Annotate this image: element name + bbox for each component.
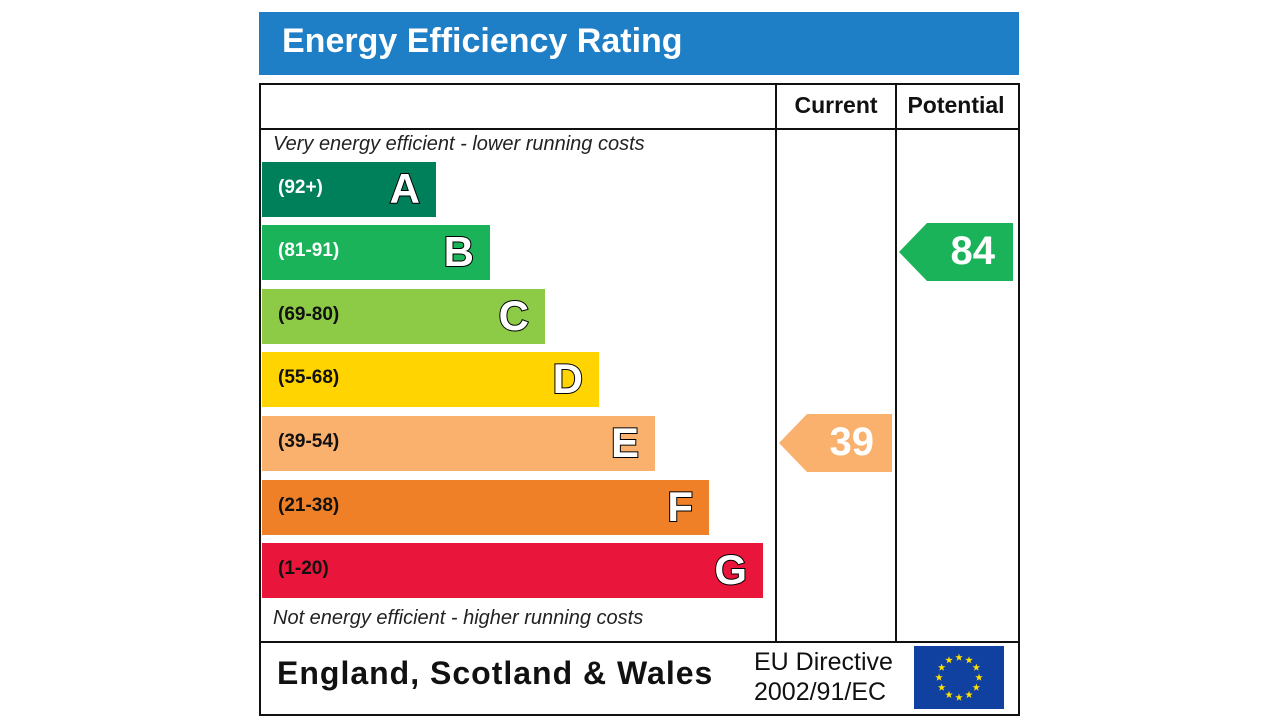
band-range: (55-68) [278, 367, 340, 388]
band-range: (69-80) [278, 304, 340, 325]
star-icon [965, 690, 973, 699]
country-label: England, Scotland & Wales [277, 655, 714, 691]
band-letter: B [443, 227, 475, 276]
band-letter: D [552, 354, 584, 403]
current-rating-value: 39 [829, 420, 875, 464]
band-letter: G [713, 545, 748, 594]
top-note: Very energy efficient - lower running co… [273, 133, 645, 155]
band-letter: C [498, 291, 530, 340]
column-header-current: Current [794, 92, 878, 118]
star-icon [955, 693, 963, 701]
potential-rating-arrow: 84 [899, 223, 1013, 281]
column-header-potential: Potential [907, 92, 1005, 118]
band-letter: F [666, 482, 694, 531]
column-divider [895, 85, 897, 641]
band-range: (1-20) [278, 558, 329, 579]
star-icon [937, 683, 946, 691]
band-range: (81-91) [278, 240, 340, 261]
directive-line1: EU Directive [754, 648, 893, 676]
star-icon [972, 663, 981, 671]
chart-title: Energy Efficiency Rating [282, 22, 683, 60]
column-divider [775, 85, 777, 641]
footer-divider [261, 641, 1018, 643]
bottom-note: Not energy efficient - higher running co… [273, 607, 644, 629]
eu-flag-icon [914, 646, 1004, 709]
potential-rating-value: 84 [950, 229, 996, 273]
eu-directive: EU Directive 2002/91/EC [754, 647, 893, 707]
band-range: (21-38) [278, 495, 340, 516]
star-icon [965, 656, 973, 664]
band-bar-e: (39-54) E [262, 416, 655, 471]
star-icon [975, 673, 983, 681]
current-rating-arrow: 39 [779, 414, 892, 472]
star-icon [955, 653, 963, 661]
title-banner: Energy Efficiency Rating [259, 12, 1019, 75]
band-bar-a: (92+) A [262, 162, 436, 217]
star-icon [945, 656, 953, 664]
star-icon [937, 663, 946, 671]
band-letter: E [610, 418, 640, 467]
band-letter: A [389, 164, 421, 213]
band-range: (92+) [278, 177, 323, 198]
band-range: (39-54) [278, 431, 340, 452]
star-icon [945, 690, 953, 699]
band-bar-f: (21-38) F [262, 480, 709, 535]
directive-line2: 2002/91/EC [754, 678, 887, 706]
star-icon [972, 683, 981, 691]
band-bar-b: (81-91) B [262, 225, 490, 280]
header-divider [261, 128, 1018, 130]
band-bar-c: (69-80) C [262, 289, 545, 344]
chart-frame [259, 83, 1020, 716]
band-bar-g: (1-20) G [262, 543, 763, 598]
band-bar-d: (55-68) D [262, 352, 599, 407]
star-icon [935, 673, 943, 681]
